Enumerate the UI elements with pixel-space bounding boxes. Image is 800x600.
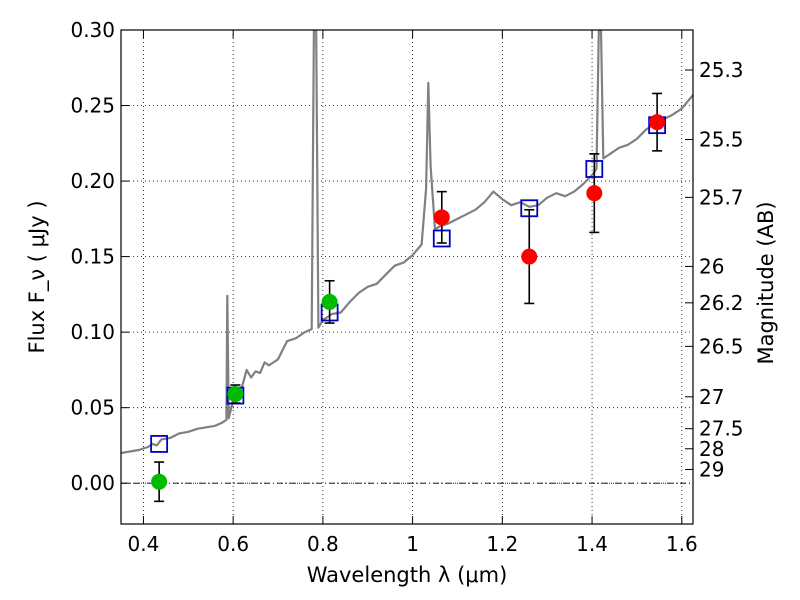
- right-axis-label: Magnitude (AB): [754, 201, 778, 364]
- y-tick-label: 0.25: [70, 94, 115, 118]
- green-data-point: [321, 293, 338, 310]
- red-data-point: [433, 209, 450, 226]
- mag-tick-label: 26.5: [699, 334, 744, 358]
- x-tick-label: 1.4: [576, 532, 608, 556]
- mag-tick-label: 25.5: [699, 128, 744, 152]
- tick-labels: 0.4 0.6 0.8 1 1.2 1.4 1.6 0.00 0.05 0.10 0.15 0.20 0…: [70, 18, 743, 556]
- model-square-marker: [150, 435, 169, 453]
- x-tick-label: 0.6: [217, 532, 249, 556]
- x-tick-label: 1: [406, 532, 419, 556]
- plot-frame: [120, 29, 694, 525]
- mag-tick-label: 25.7: [699, 185, 744, 209]
- mag-tick-label: 27: [699, 385, 724, 409]
- y-tick-label: 0.10: [70, 320, 115, 344]
- x-tick-label: 1.2: [486, 532, 518, 556]
- y-tick-label: 0.05: [70, 396, 115, 420]
- axis-ticks: [121, 29, 693, 524]
- red-data-point: [586, 185, 603, 202]
- mag-tick-label: 29: [699, 457, 724, 481]
- plot-area: [121, 30, 693, 503]
- green-data-point: [151, 473, 168, 490]
- mag-tick-label: 28: [699, 437, 724, 461]
- red-data-point: [521, 248, 538, 265]
- spectrum-line: [121, 30, 693, 455]
- y-tick-label: 0.20: [70, 169, 115, 193]
- grid-lines: [121, 29, 693, 524]
- x-tick-label: 0.8: [307, 532, 339, 556]
- mag-tick-label: 27.5: [699, 417, 744, 441]
- mag-tick-label: 26: [699, 254, 724, 278]
- mag-tick-label: 26.2: [699, 291, 744, 315]
- x-axis-label: Wavelength λ (μm): [307, 563, 508, 587]
- red-data-point: [649, 114, 666, 131]
- x-tick-label: 1.6: [666, 532, 698, 556]
- y-tick-label: 0.00: [70, 471, 115, 495]
- mag-tick-label: 25.3: [699, 58, 744, 82]
- y-axis-label: Flux F_ν ( μJy ): [25, 200, 50, 353]
- y-tick-label: 0.15: [70, 245, 115, 269]
- x-tick-label: 0.4: [128, 532, 160, 556]
- y-tick-label: 0.30: [70, 18, 115, 42]
- green-data-point: [227, 386, 244, 403]
